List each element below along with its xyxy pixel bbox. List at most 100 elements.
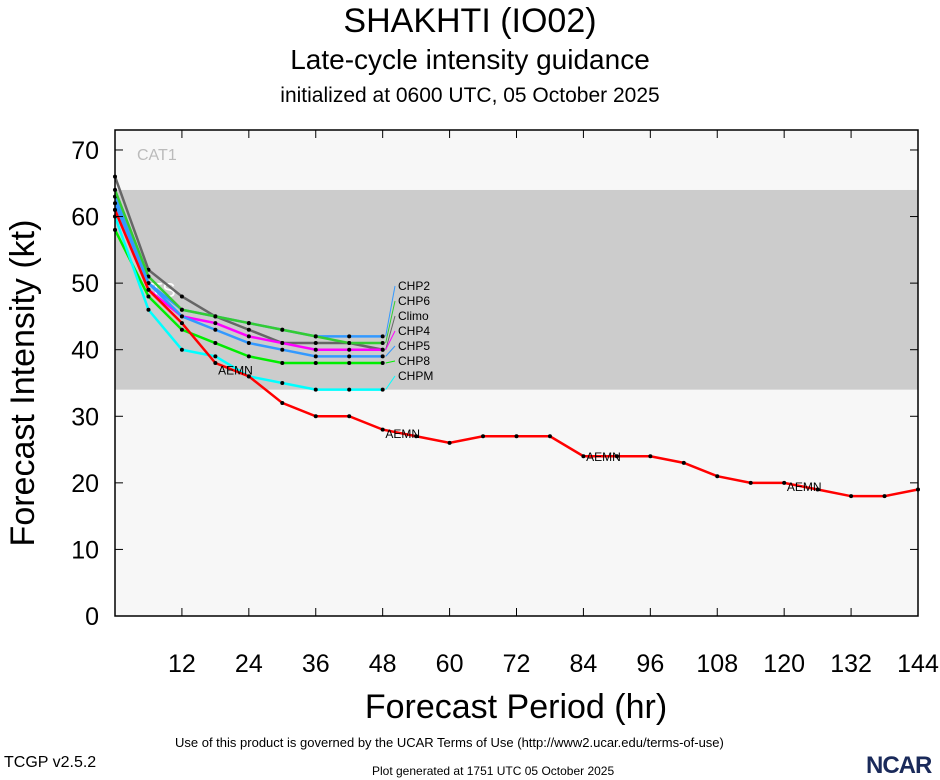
x-tick-label: 96 [636, 650, 664, 678]
series-label: CHP2 [398, 279, 430, 293]
data-point [280, 400, 285, 405]
y-tick-label: 30 [71, 403, 99, 431]
series-label: AEMN [787, 480, 822, 494]
x-tick-label: 132 [830, 650, 872, 678]
x-axis-label: Forecast Period (hr) [365, 688, 667, 726]
label-leader [385, 330, 396, 350]
series-label: CHP5 [398, 339, 430, 353]
data-point [481, 434, 486, 439]
label-leader [385, 285, 396, 337]
data-point [179, 294, 184, 299]
data-point [648, 454, 653, 459]
y-tick-label: 50 [71, 270, 99, 298]
data-point [347, 354, 352, 359]
data-point [246, 374, 251, 379]
data-point [715, 474, 720, 479]
data-point [782, 480, 787, 485]
data-point [280, 361, 285, 366]
data-point [246, 354, 251, 359]
data-point [246, 327, 251, 332]
series-label: CHP8 [398, 354, 430, 368]
data-point [614, 454, 619, 459]
series-label: CHP4 [398, 324, 430, 338]
x-tick-label: 36 [302, 650, 330, 678]
data-point [849, 494, 854, 499]
chart-title: SHAKHTI (IO02) [343, 2, 597, 40]
label-leader [385, 360, 396, 364]
data-point [313, 354, 318, 359]
data-point [146, 274, 151, 279]
data-point [246, 321, 251, 326]
data-point [347, 361, 352, 366]
data-point [380, 334, 385, 339]
data-point [882, 494, 887, 499]
y-axis-label: Forecast Intensity (kt) [4, 220, 42, 547]
data-point [815, 487, 820, 492]
data-point [179, 314, 184, 319]
x-tick-label: 24 [235, 650, 263, 678]
data-point [380, 354, 385, 359]
data-point [213, 354, 218, 359]
data-point [313, 361, 318, 366]
x-tick-label: 144 [897, 650, 939, 678]
data-point [581, 454, 586, 459]
data-point [380, 361, 385, 366]
data-point [313, 334, 318, 339]
data-point [280, 347, 285, 352]
label-leader [385, 315, 396, 350]
data-point [380, 347, 385, 352]
y-tick-label: 0 [85, 603, 99, 631]
version: TCGP v2.5.2 [4, 754, 97, 771]
data-point [146, 307, 151, 312]
x-tick-label: 48 [369, 650, 397, 678]
init-time: initialized at 0600 UTC, 05 October 2025 [280, 84, 660, 107]
band-ts [115, 189, 918, 390]
x-tick-label: 12 [168, 650, 196, 678]
data-point [681, 460, 686, 465]
x-tick-label: 84 [570, 650, 598, 678]
data-point [179, 327, 184, 332]
data-point [380, 387, 385, 392]
data-point [179, 347, 184, 352]
y-tick-label: 20 [71, 470, 99, 498]
data-point [280, 380, 285, 385]
data-point [347, 347, 352, 352]
data-point [179, 321, 184, 326]
data-point [414, 434, 419, 439]
label-leader [385, 300, 396, 344]
ncar-logo: NCAR [866, 752, 932, 780]
series-label: CHPM [398, 369, 433, 383]
data-point [146, 287, 151, 292]
data-point [213, 314, 218, 319]
logo-text: NCAR [866, 752, 932, 779]
data-point [213, 341, 218, 346]
x-tick-label: 120 [763, 650, 805, 678]
chart-subtitle: Late-cycle intensity guidance [290, 44, 650, 75]
data-point [246, 334, 251, 339]
label-leader [385, 345, 396, 357]
band-label: CAT1 [137, 147, 177, 164]
series-label: AEMN [218, 364, 253, 378]
data-point [146, 294, 151, 299]
data-point [246, 341, 251, 346]
data-point [280, 341, 285, 346]
series-label: AEMN [385, 427, 420, 441]
data-point [347, 334, 352, 339]
data-point [213, 361, 218, 366]
x-tick-label: 108 [696, 650, 738, 678]
y-tick-label: 40 [71, 337, 99, 365]
series-label: CHP6 [398, 294, 430, 308]
data-point [213, 321, 218, 326]
y-tick-label: 70 [71, 137, 99, 165]
data-point [514, 434, 519, 439]
data-point [347, 341, 352, 346]
terms-of-use: Use of this product is governed by the U… [175, 735, 724, 750]
data-point [748, 480, 753, 485]
x-tick-label: 72 [503, 650, 531, 678]
y-tick-label: 60 [71, 204, 99, 232]
generated-time: Plot generated at 1751 UTC 05 October 20… [372, 764, 615, 778]
data-point [547, 434, 552, 439]
data-point [213, 327, 218, 332]
data-point [313, 387, 318, 392]
